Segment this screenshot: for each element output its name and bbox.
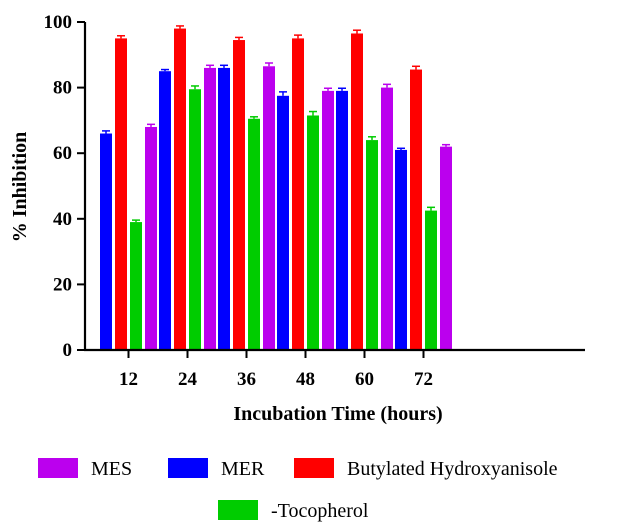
bar-butylated-hydroxyanisole-48: [292, 38, 304, 351]
legend-item-butylated-hydroxyanisole: Butylated Hydroxyanisole: [294, 458, 558, 480]
y-tick-label: 40: [53, 209, 72, 230]
legend-label: MES: [91, 458, 132, 480]
legend-swatch: [38, 458, 78, 478]
bar-tocopherol-24: [189, 89, 201, 351]
bar-mes-60: [381, 87, 393, 350]
bar-butylated-hydroxyanisole-72: [410, 69, 422, 350]
y-tick-label: 80: [53, 78, 72, 99]
bar-butylated-hydroxyanisole-36: [233, 40, 245, 350]
legend-label: -Tocopherol: [271, 500, 369, 522]
legend-swatch: [218, 500, 258, 520]
bar-butylated-hydroxyanisole-24: [174, 28, 186, 351]
legend-label: Butylated Hydroxyanisole: [347, 458, 558, 480]
bar-tocopherol-72: [425, 210, 437, 350]
bar-tocopherol-36: [248, 118, 260, 350]
bar-mer-24: [159, 71, 171, 350]
bars-group: [100, 28, 452, 351]
bar-mes-48: [322, 90, 334, 350]
legend-swatch: [168, 458, 208, 478]
bar-tocopherol-60: [366, 140, 378, 350]
y-tick-label: 20: [53, 274, 72, 295]
y-tick-label: 0: [63, 340, 73, 361]
bar-butylated-hydroxyanisole-12: [115, 38, 127, 351]
legend-swatch: [294, 458, 334, 478]
x-tick-label: 72: [414, 369, 433, 390]
legend-label: MER: [221, 458, 265, 480]
x-axis-ticks: 12 24 36 48 60 72: [119, 350, 433, 390]
x-tick-label: 24: [178, 369, 198, 390]
bar-tocopherol-48: [307, 115, 319, 350]
bar-mer-12: [100, 133, 112, 350]
bar-mer-48: [277, 95, 289, 350]
legend-item-tocopherol: -Tocopherol: [218, 500, 369, 522]
bar-mer-60: [336, 90, 348, 350]
x-tick-label: 60: [355, 369, 374, 390]
legend-item-mes: MES: [38, 458, 132, 480]
bar-tocopherol-12: [130, 222, 142, 350]
x-axis-title: Incubation Time (hours): [233, 403, 442, 425]
y-axis-ticks: 0 20 40 60 80 100: [44, 12, 85, 361]
x-tick-label: 12: [119, 369, 138, 390]
bar-mes-36: [263, 66, 275, 350]
y-axis-title: % Inhibition: [9, 132, 31, 243]
legend: MES MER Butylated Hydroxyanisole -Tocophero…: [38, 458, 558, 522]
x-tick-label: 48: [296, 369, 315, 390]
bar-mer-72: [395, 149, 407, 350]
bar-mes-72: [440, 146, 452, 350]
bar-mes-24: [204, 67, 216, 351]
x-tick-label: 36: [237, 369, 256, 390]
y-tick-label: 60: [53, 143, 72, 164]
y-tick-label: 100: [44, 12, 73, 33]
bar-mer-36: [218, 67, 230, 351]
bar-butylated-hydroxyanisole-60: [351, 33, 363, 350]
legend-item-mer: MER: [168, 458, 265, 480]
error-bars-group: [102, 25, 450, 223]
bar-mes-12: [145, 126, 157, 351]
